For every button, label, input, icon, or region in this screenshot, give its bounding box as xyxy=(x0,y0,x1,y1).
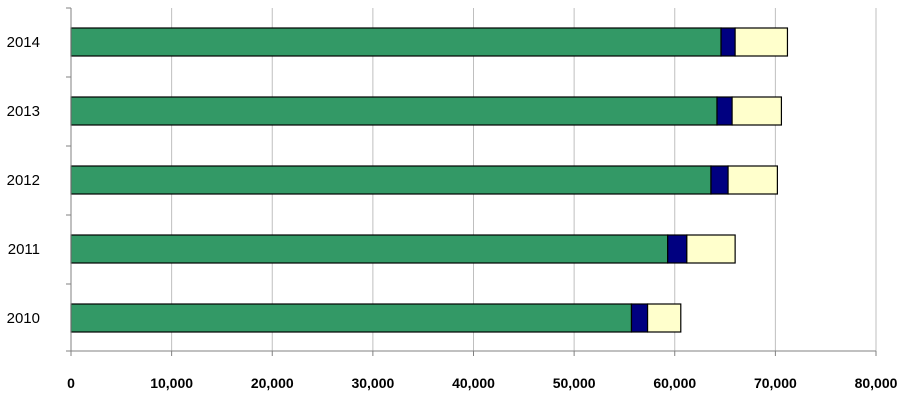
x-tick-labels: 0 10,000 20,000 30,000 40,000 50,000 60,000 70,… xyxy=(67,375,898,391)
bars xyxy=(70,27,789,333)
y-tick-label-2014: 2014 xyxy=(7,34,40,51)
bar-2010-segment-3 xyxy=(646,303,682,333)
y-tick-label-2011: 2011 xyxy=(8,241,40,258)
bar-2013-segment-3 xyxy=(731,96,783,126)
bar-2010-segment-2 xyxy=(630,303,649,333)
bar-2011-segment-3 xyxy=(686,234,736,264)
bar-2010-segment-1 xyxy=(70,303,633,333)
y-tick-label-2010: 2010 xyxy=(7,310,40,327)
x-tick-label: 40,000 xyxy=(452,375,495,391)
bar-2013-segment-2 xyxy=(716,96,733,126)
x-tick-label: 70,000 xyxy=(754,375,797,391)
y-tick-labels: 2010 2011 2012 2013 2014 xyxy=(7,34,40,327)
bar-2012-segment-3 xyxy=(727,165,778,195)
y-tick-label-2012: 2012 xyxy=(7,172,40,189)
bar-2011-segment-1 xyxy=(70,234,669,264)
x-tick-label: 10,000 xyxy=(150,375,193,391)
bar-2011-segment-2 xyxy=(667,234,688,264)
bar-2013-segment-1 xyxy=(70,96,718,126)
x-tick-label: 50,000 xyxy=(553,375,596,391)
x-tick-label: 0 xyxy=(67,375,75,391)
bar-2012-segment-2 xyxy=(710,165,729,195)
bar-2014-segment-3 xyxy=(734,27,789,57)
bar-2014-segment-1 xyxy=(70,27,722,57)
bar-2012-segment-1 xyxy=(70,165,712,195)
x-tick-label: 60,000 xyxy=(653,375,696,391)
x-tick-label: 80,000 xyxy=(855,375,898,391)
axes xyxy=(66,7,877,356)
bar-2014-segment-2 xyxy=(720,27,736,57)
y-tick-label-2013: 2013 xyxy=(7,103,40,120)
x-tick-label: 20,000 xyxy=(251,375,294,391)
x-tick-label: 30,000 xyxy=(351,375,394,391)
